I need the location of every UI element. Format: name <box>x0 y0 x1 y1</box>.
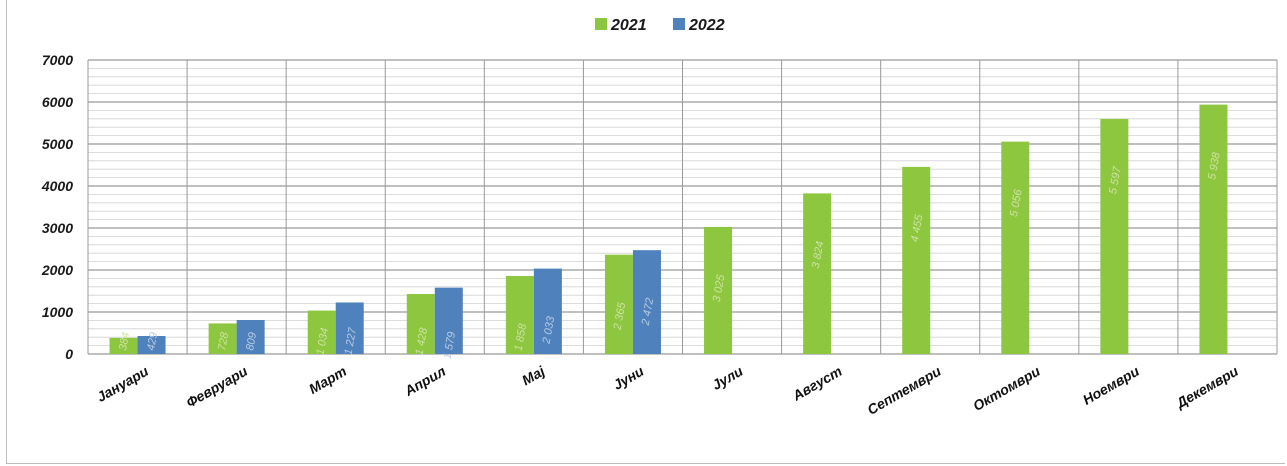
x-category-label: Јуни <box>610 363 647 393</box>
x-category-label: Јануари <box>94 363 151 405</box>
data-label: 1 579 <box>442 331 459 360</box>
bar-2021-6 <box>604 254 633 354</box>
x-category-label: Декември <box>1173 363 1242 412</box>
legend-swatch <box>673 18 685 30</box>
legend: 2021 2022 <box>595 17 725 34</box>
x-category-label: Септември <box>864 363 944 418</box>
data-label: 3 824 <box>810 240 827 269</box>
data-label: 3 025 <box>711 273 728 303</box>
y-tick-label: 0 <box>65 346 73 362</box>
bar-2021-8 <box>803 193 832 354</box>
data-label: 2 033 <box>540 315 557 346</box>
bar-2022-6 <box>632 250 661 354</box>
data-label: 384 <box>117 331 132 351</box>
bar-2022-4 <box>434 287 463 354</box>
data-label: 4 455 <box>909 213 926 243</box>
y-tick-label: 3000 <box>42 220 73 236</box>
bar-2021-10 <box>1001 141 1030 354</box>
data-label: 1 858 <box>513 322 530 352</box>
legend-label: 2021 <box>610 17 647 34</box>
x-category-label: Јули <box>709 363 746 393</box>
bars <box>109 104 1228 355</box>
legend-swatch <box>595 18 607 30</box>
bar-2021-9 <box>902 166 931 354</box>
y-tick-label: 1000 <box>42 304 73 320</box>
bar-2021-3 <box>307 310 336 354</box>
bar-2022-1 <box>137 335 166 354</box>
data-label: 5 056 <box>1008 188 1025 218</box>
bar-chart: 0 1000 2000 3000 4000 5000 6000 7000 384 728 1 03… <box>41 17 1278 418</box>
data-label: 2 365 <box>612 301 629 332</box>
chart-frame: 0 1000 2000 3000 4000 5000 6000 7000 384 728 1 03… <box>6 0 1285 464</box>
x-category-label: Ноември <box>1080 363 1142 408</box>
bar-2021-12 <box>1199 104 1228 354</box>
y-tick-label: 4000 <box>41 178 73 194</box>
bar-2021-7 <box>704 226 733 354</box>
y-axis-ticks: 0 1000 2000 3000 4000 5000 6000 7000 <box>41 52 73 362</box>
data-label: 1 428 <box>414 326 431 356</box>
data-label: 5 938 <box>1206 151 1223 181</box>
x-category-label: Август <box>789 363 845 404</box>
bar-2021-4 <box>406 294 435 354</box>
x-category-label: Март <box>306 363 349 397</box>
data-label: 809 <box>244 331 259 351</box>
data-label: 1 227 <box>342 326 359 356</box>
y-tick-label: 6000 <box>42 94 73 110</box>
bar-2021-2 <box>208 323 237 354</box>
bar-2022-5 <box>533 268 562 354</box>
y-tick-label: 7000 <box>42 52 73 68</box>
data-label: 5 597 <box>1107 165 1124 195</box>
bar-2022-3 <box>335 302 364 354</box>
data-label: 728 <box>216 331 231 352</box>
y-tick-label: 2000 <box>41 262 73 278</box>
y-tick-label: 5000 <box>42 136 73 152</box>
data-label: 429 <box>145 331 160 351</box>
legend-label: 2022 <box>688 17 725 34</box>
x-category-label: Април <box>401 363 449 400</box>
x-category-label: Февруари <box>183 363 250 411</box>
bar-2021-11 <box>1100 118 1129 355</box>
data-label: 1 034 <box>314 327 331 356</box>
bar-2021-5 <box>505 275 534 354</box>
bar-2021-1 <box>109 337 138 354</box>
gridlines <box>87 59 1278 355</box>
data-label: 2 472 <box>640 297 657 327</box>
bar-2022-2 <box>236 320 265 354</box>
x-axis-labels: Јануари Февруари Март Април Мај Јуни Јули Авгус… <box>94 362 1241 418</box>
x-category-label: Октомври <box>970 363 1043 414</box>
x-category-label: Мај <box>519 362 548 388</box>
data-labels: 384 728 1 034 1 428 1 858 2 365 3 025 3 824 4 45… <box>117 151 1223 360</box>
